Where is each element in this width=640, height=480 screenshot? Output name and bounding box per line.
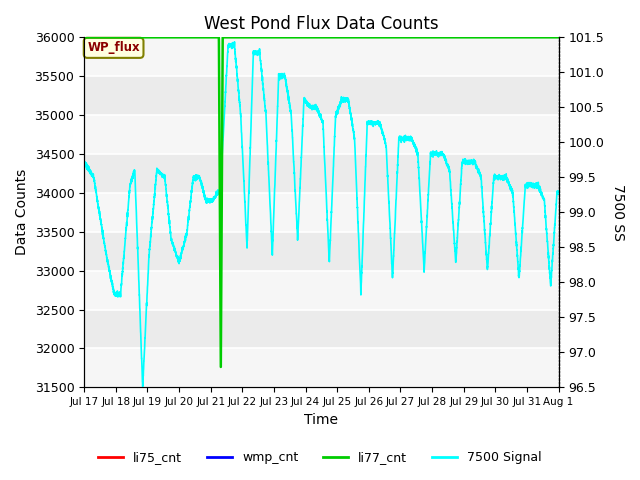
Bar [84, 115, 559, 154]
Legend: li75_cnt, wmp_cnt, li77_cnt, 7500 Signal: li75_cnt, wmp_cnt, li77_cnt, 7500 Signal [93, 446, 547, 469]
Bar [84, 348, 559, 387]
X-axis label: Time: Time [305, 413, 339, 427]
Bar [84, 37, 559, 76]
Y-axis label: Data Counts: Data Counts [15, 169, 29, 255]
Text: WP_flux: WP_flux [87, 41, 140, 54]
Bar [84, 193, 559, 232]
Title: West Pond Flux Data Counts: West Pond Flux Data Counts [204, 15, 438, 33]
Y-axis label: 7500 SS: 7500 SS [611, 184, 625, 241]
Bar [84, 271, 559, 310]
